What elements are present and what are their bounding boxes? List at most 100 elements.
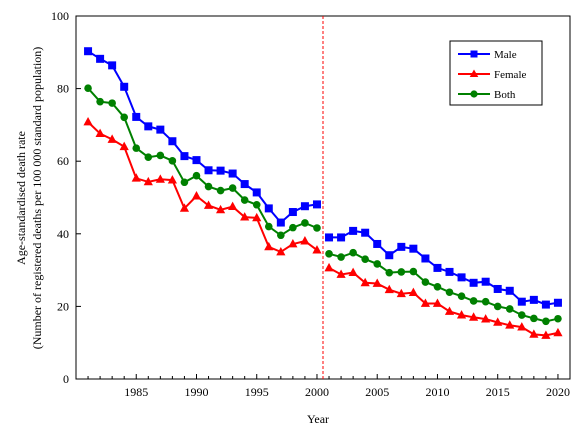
data-point-male (397, 242, 406, 251)
data-point-both (156, 151, 165, 160)
data-point-female (324, 262, 334, 272)
data-point-male (469, 278, 478, 287)
x-tick-label: 2020 (546, 385, 570, 399)
data-point-female (288, 238, 298, 248)
data-point-female (444, 306, 455, 315)
data-point-female (312, 245, 322, 254)
data-point-both (505, 305, 514, 313)
data-point-male (168, 137, 177, 146)
data-point-male (144, 122, 153, 131)
data-point-both (289, 223, 297, 232)
data-point-female (264, 241, 274, 251)
data-point-male (288, 208, 297, 217)
data-point-both (433, 282, 442, 291)
data-point-female (456, 310, 467, 319)
legend-label-male: Male (494, 49, 517, 61)
data-point-both (144, 153, 153, 162)
data-point-male (457, 273, 466, 282)
data-point-both (469, 297, 478, 305)
data-point-both (313, 224, 321, 232)
data-point-female (83, 116, 93, 126)
data-point-both (445, 288, 454, 297)
data-point-female (131, 173, 141, 182)
data-point-female (276, 246, 286, 256)
data-point-male (132, 112, 141, 121)
legend-marker-female (469, 69, 479, 77)
data-point-male (445, 267, 454, 276)
x-tick-label: 1995 (245, 385, 269, 399)
data-point-both (180, 178, 189, 187)
y-axis-title: Age-standardised death rate (14, 131, 28, 265)
data-point-female (529, 329, 539, 338)
x-axis-title: Year (307, 412, 329, 426)
data-point-male (517, 297, 526, 306)
data-point-male (433, 263, 442, 272)
y-tick-label: 20 (57, 299, 69, 313)
data-point-male (373, 239, 382, 248)
data-point-male (325, 233, 334, 242)
data-point-male (505, 286, 514, 295)
legend-marker-both (470, 90, 478, 98)
data-point-male (541, 300, 550, 309)
data-point-female (469, 312, 479, 321)
data-point-male (481, 277, 490, 286)
data-point-both (518, 311, 526, 319)
plot-area: 0 20 40 60 80 100 1985 1990 1995 2000 2005 2010 2015… (51, 9, 571, 399)
data-point-male (421, 254, 430, 263)
data-point-both (96, 97, 104, 106)
data-point-female (155, 174, 165, 183)
data-point-female (372, 278, 382, 287)
data-point-male (216, 166, 225, 175)
legend-label-female: Female (494, 69, 526, 81)
data-point-both (168, 157, 177, 165)
data-point-male (96, 54, 105, 63)
data-point-both (108, 99, 116, 107)
data-point-female (336, 269, 346, 278)
data-point-both (337, 253, 345, 261)
data-point-male (349, 226, 358, 235)
series-line-both (87, 87, 318, 237)
data-point-female (215, 204, 226, 214)
data-point-male (409, 244, 418, 253)
data-point-both (301, 219, 309, 227)
data-point-male (240, 180, 249, 189)
data-point-both (361, 255, 369, 264)
data-point-both (264, 222, 273, 231)
data-point-female (348, 267, 358, 277)
legend: Male Female Both (449, 40, 543, 106)
data-point-female (505, 320, 515, 329)
legend-item-female: Female (458, 69, 526, 81)
data-point-female (408, 287, 418, 297)
data-point-female (228, 201, 238, 210)
data-point-both (481, 297, 490, 306)
data-point-both (421, 278, 430, 286)
data-point-female (432, 298, 443, 307)
y-tick-label: 40 (57, 227, 69, 241)
data-point-both (120, 113, 128, 122)
data-point-male (361, 228, 370, 237)
data-point-male (204, 166, 213, 175)
x-tick-label: 1985 (124, 385, 148, 399)
data-point-female (143, 176, 153, 186)
data-point-female (107, 134, 117, 143)
data-point-male (192, 156, 201, 165)
data-point-male (228, 169, 237, 178)
y-tick-label: 80 (57, 82, 69, 96)
data-point-female (179, 203, 190, 212)
data-point-both (84, 84, 92, 93)
data-point-both (385, 268, 394, 277)
data-point-both (192, 171, 201, 180)
data-point-both (457, 292, 466, 301)
data-point-female (493, 317, 503, 326)
data-point-male (337, 233, 346, 242)
data-point-both (228, 184, 237, 192)
data-point-female (481, 314, 491, 323)
data-point-male (180, 152, 189, 161)
y-tick-label: 0 (63, 372, 69, 386)
data-point-male (553, 298, 562, 307)
data-point-female (95, 128, 105, 138)
data-point-both (349, 248, 357, 257)
x-tick-label: 2005 (365, 385, 389, 399)
data-point-both (204, 182, 213, 191)
